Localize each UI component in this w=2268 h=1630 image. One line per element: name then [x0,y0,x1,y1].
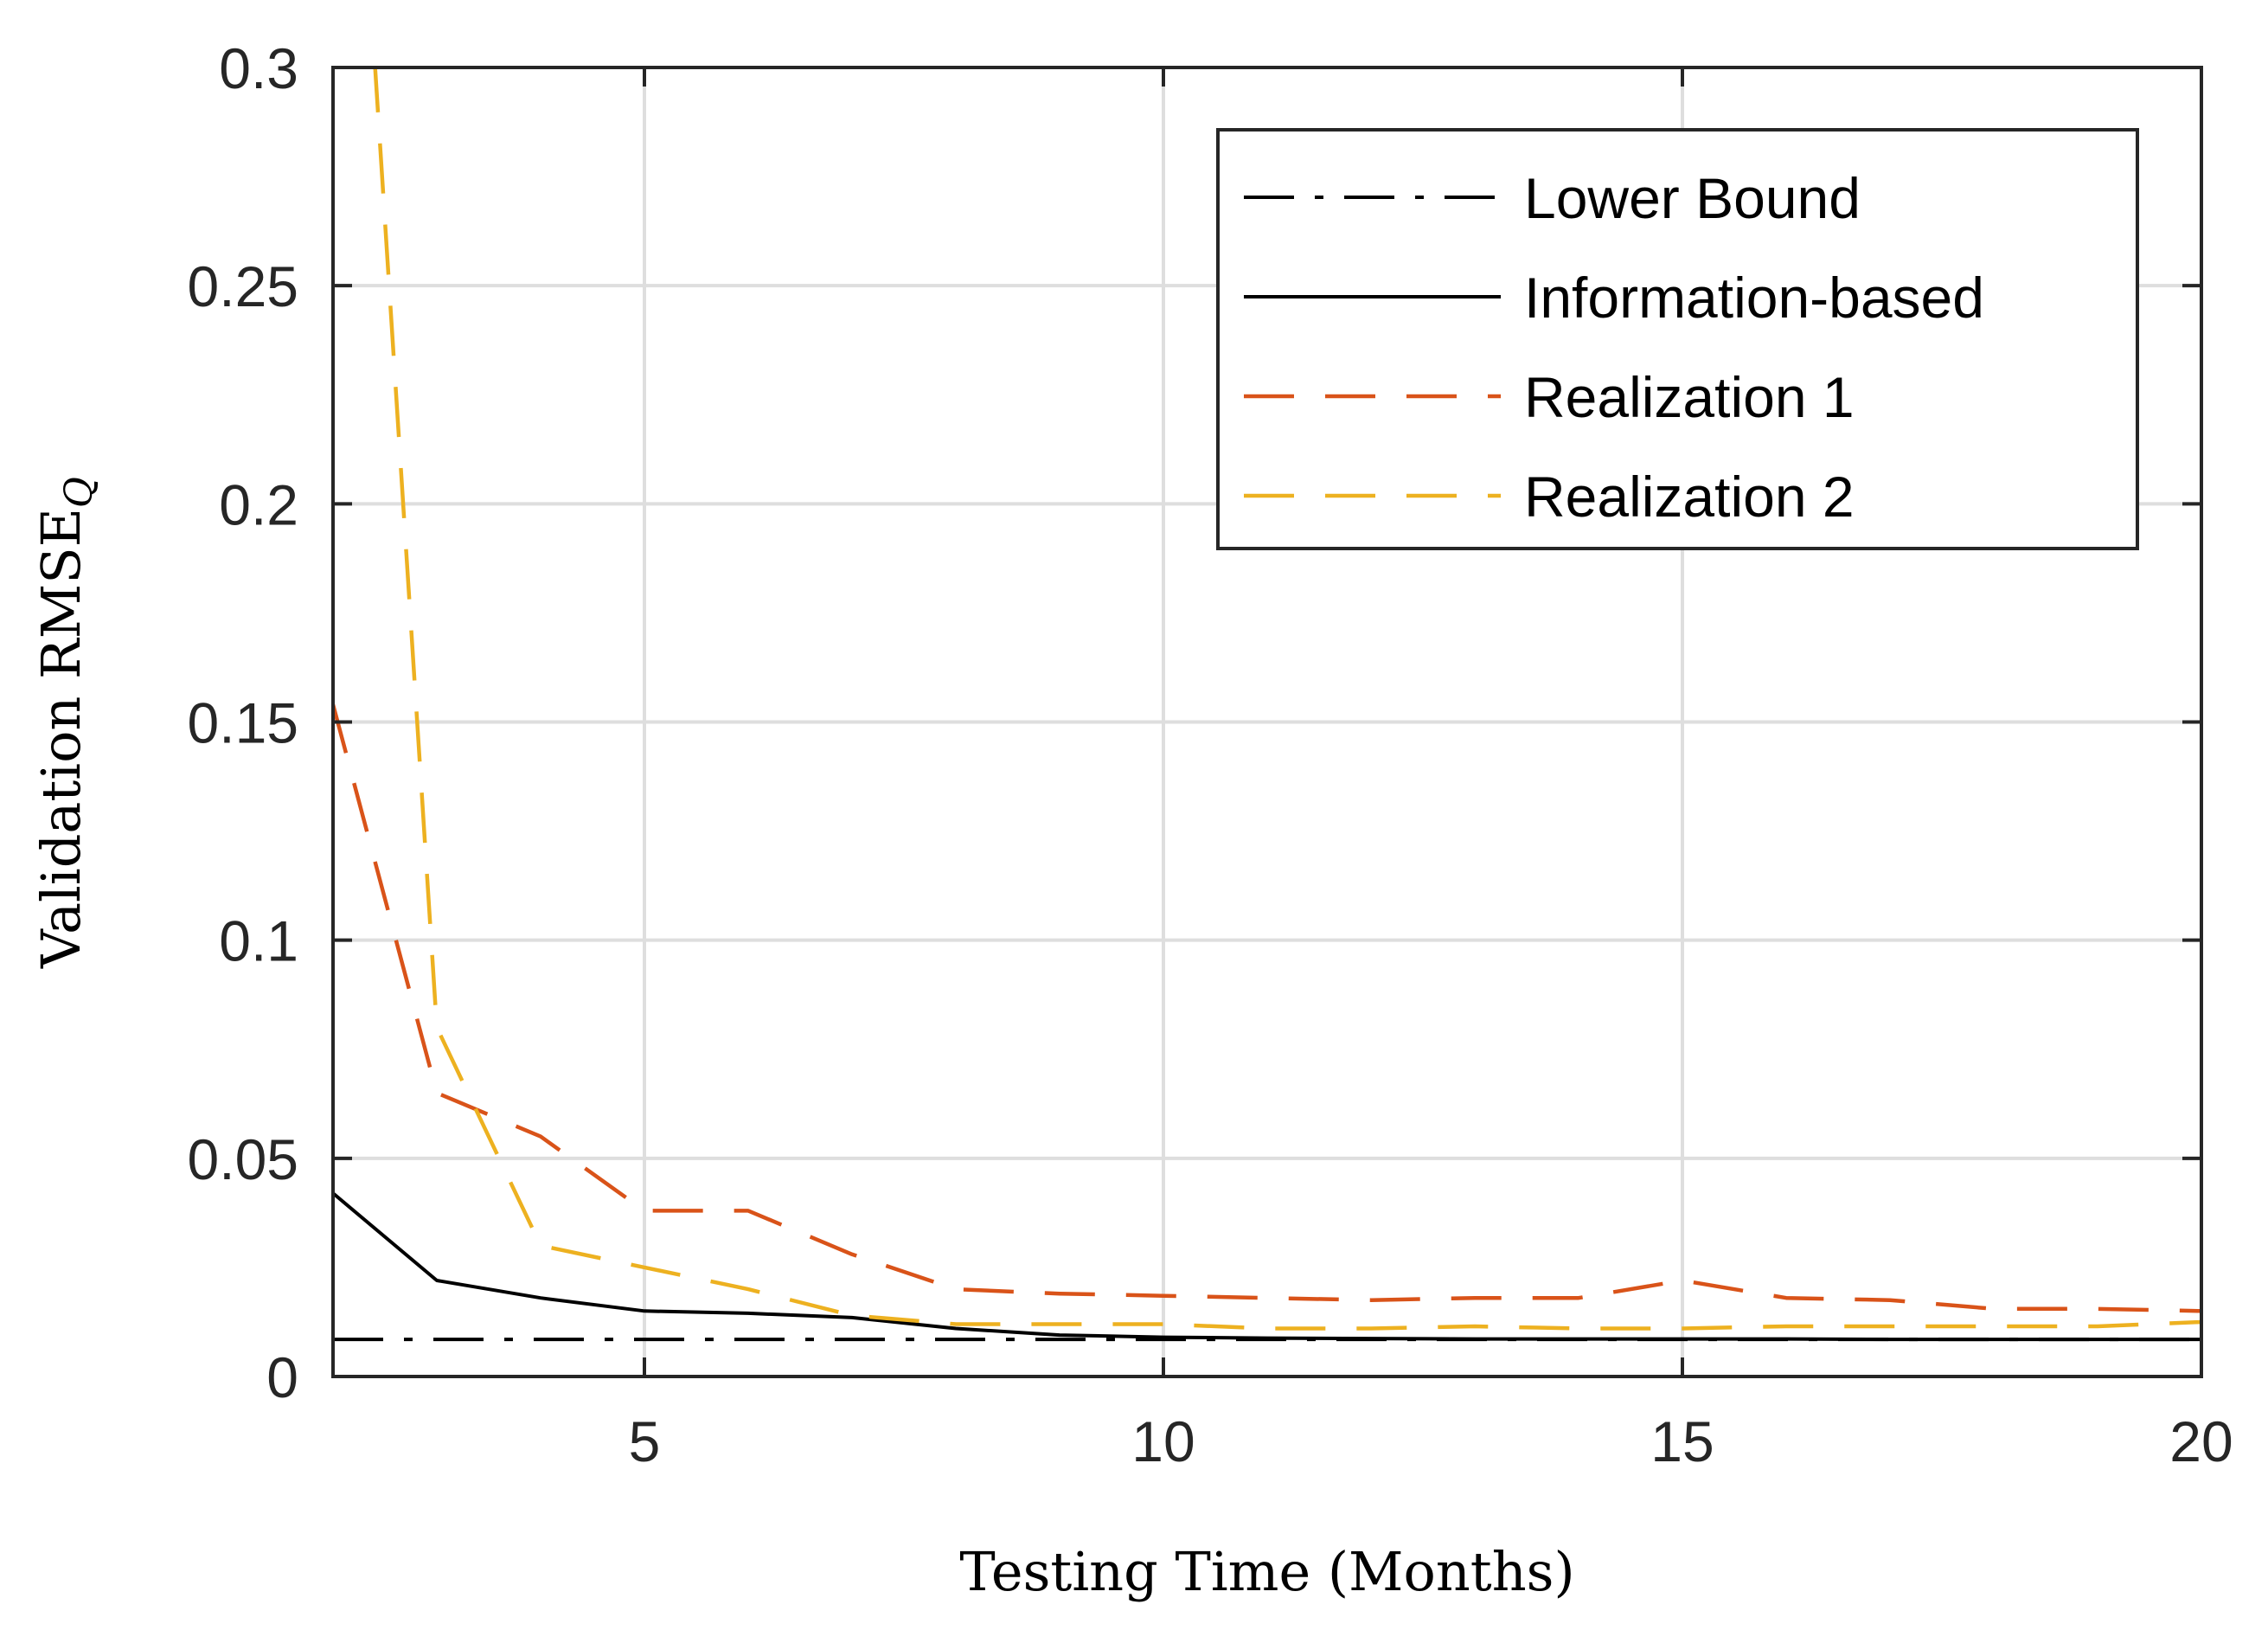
y-axis-title-subscript: Q [57,477,101,508]
series-line-realization-2 [373,67,2201,1331]
x-tick-label-1: 10 [1131,1409,1195,1473]
legend: Lower Bound Information-based Realization … [1216,128,2139,550]
y-tick-label-3: 0.15 [188,691,298,755]
y-axis-title-main: Validation RMSE [29,508,93,969]
series-line-realization-1 [333,703,2201,1313]
legend-label-realization-2: Realization 2 [1524,465,1855,529]
legend-box [1216,128,2139,550]
y-tick-label-5: 0.25 [188,254,298,318]
x-tick-label-0: 5 [629,1409,661,1473]
x-tick-label-3: 20 [2169,1409,2233,1473]
legend-label-information-based: Information-based [1524,266,1984,330]
y-tick-label-6: 0.3 [219,36,298,100]
y-tick-label-0: 0 [266,1345,298,1409]
legend-items: Lower Bound Information-based Realization … [1244,166,1984,529]
y-tick-label-1: 0.05 [188,1127,298,1191]
series-layer [333,67,2201,1342]
tick-labels: 5 10 15 20 0 0.05 0.1 0.15 0.2 0.25 0.3 [188,36,2233,1473]
legend-label-realization-1: Realization 1 [1524,365,1855,429]
axes [331,66,2203,1378]
y-tick-label-2: 0.1 [219,909,298,973]
series-line-information-based [333,1191,2201,1342]
x-tick-label-2: 15 [1650,1409,1714,1473]
x-axis-title: Testing Time (Months) [959,1540,1574,1603]
legend-label-lower-bound: Lower Bound [1524,166,1861,230]
y-tick-label-4: 0.2 [219,472,298,536]
y-axis-title: Validation RMSEQ [29,477,101,969]
